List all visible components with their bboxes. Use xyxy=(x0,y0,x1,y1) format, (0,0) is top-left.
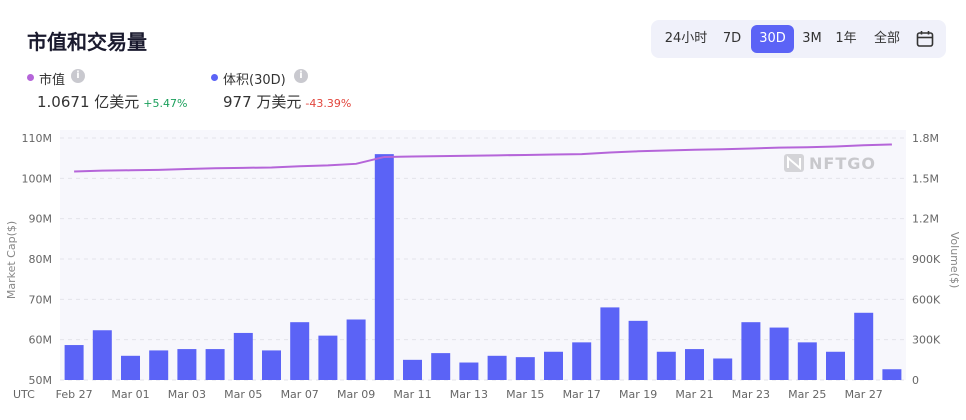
volume-bar[interactable] xyxy=(149,350,169,380)
y-left-tick-label: 50M xyxy=(29,374,53,387)
market-cap-value: 1.0671 亿美元 xyxy=(37,93,140,111)
x-tick-label: Feb 27 xyxy=(56,388,93,401)
y-left-tick-label: 110M xyxy=(22,132,53,145)
volume-bar[interactable] xyxy=(290,322,310,380)
volume-bar[interactable] xyxy=(92,330,112,380)
market-cap-value-row: 1.0671 亿美元 +5.47% xyxy=(37,91,187,112)
y-right-tick-label: 1.2M xyxy=(912,213,939,226)
y-right-axis-title: Volume($) xyxy=(948,232,961,289)
x-tick-label: Mar 27 xyxy=(845,388,883,401)
y-left-tick-label: 100M xyxy=(22,172,53,185)
x-tick-label: Mar 09 xyxy=(337,388,375,401)
x-tick-label: Mar 03 xyxy=(168,388,206,401)
y-left-tick-label: 60M xyxy=(29,334,53,347)
volume-bar[interactable] xyxy=(318,335,338,380)
x-tick-label: Mar 23 xyxy=(732,388,770,401)
volume-bar[interactable] xyxy=(346,319,366,381)
volume-change: -43.39% xyxy=(305,97,352,110)
x-tick-label: Mar 05 xyxy=(224,388,262,401)
volume-bar[interactable] xyxy=(797,342,817,380)
info-icon[interactable]: i xyxy=(294,69,308,83)
y-right-tick-label: 300K xyxy=(912,334,941,347)
y-right-tick-label: 900K xyxy=(912,253,941,266)
x-tick-label: Mar 19 xyxy=(619,388,657,401)
volume-bar[interactable] xyxy=(403,359,422,380)
y-left-axis-title: Market Cap($) xyxy=(5,221,18,299)
watermark-text: NFTGO xyxy=(809,154,876,173)
volume-bar[interactable] xyxy=(262,350,281,380)
volume-bar[interactable] xyxy=(656,351,676,380)
y-left-tick-label: 70M xyxy=(29,293,53,306)
range-all-button[interactable]: 全部 xyxy=(873,31,900,46)
x-tick-label: Mar 01 xyxy=(111,388,149,401)
y-left-tick-label: 80M xyxy=(29,253,53,266)
range-1y-button[interactable]: 1年 xyxy=(835,31,857,46)
time-range-selector: 24小时 7D 30D 3M 1年 全部 xyxy=(651,20,946,58)
volume-bar[interactable] xyxy=(121,355,140,380)
y-right-tick-label: 600K xyxy=(912,293,941,306)
x-tick-label: Mar 21 xyxy=(675,388,713,401)
legend-volume-label: 体积(30D) xyxy=(223,73,286,88)
x-tick-label: Mar 13 xyxy=(450,388,488,401)
nftgo-watermark: NFTGO xyxy=(784,154,876,173)
volume-bar[interactable] xyxy=(600,307,620,380)
x-tick-label: Mar 07 xyxy=(281,388,319,401)
chart-title: 市值和交易量 xyxy=(27,30,147,54)
market-cap-change: +5.47% xyxy=(143,97,188,110)
volume-bar[interactable] xyxy=(882,369,902,380)
x-axis-utc-label: UTC xyxy=(13,388,35,401)
volume-bar[interactable] xyxy=(713,358,733,380)
volume-bar[interactable] xyxy=(431,353,451,380)
range-30d-button[interactable]: 30D xyxy=(751,25,794,53)
volume-bar[interactable] xyxy=(685,349,704,380)
info-icon[interactable]: i xyxy=(71,69,85,83)
volume-bar[interactable] xyxy=(572,342,592,380)
calendar-icon[interactable] xyxy=(915,29,935,49)
y-right-tick-label: 1.5M xyxy=(912,172,939,185)
market-cap-line[interactable] xyxy=(74,143,892,173)
range-3m-button[interactable]: 3M xyxy=(802,31,822,46)
range-24h-button[interactable]: 24小时 xyxy=(664,31,708,46)
volume-value-row: 977 万美元 -43.39% xyxy=(223,91,351,112)
legend-market-cap-dot xyxy=(27,74,34,81)
volume-bar[interactable] xyxy=(205,349,225,380)
y-right-tick-label: 0 xyxy=(912,374,919,387)
volume-bar[interactable] xyxy=(233,332,253,380)
volume-bar[interactable] xyxy=(544,351,563,380)
x-tick-label: Mar 17 xyxy=(563,388,601,401)
volume-bar[interactable] xyxy=(177,349,197,380)
volume-bar[interactable] xyxy=(628,320,648,380)
legend-volume-dot xyxy=(211,74,218,81)
x-tick-label: Mar 25 xyxy=(788,388,826,401)
volume-bar[interactable] xyxy=(826,351,845,380)
volume-bar[interactable] xyxy=(459,362,479,380)
volume-bar[interactable] xyxy=(854,312,874,380)
volume-value: 977 万美元 xyxy=(223,93,302,111)
legend-market-cap-label: 市值 xyxy=(39,73,66,88)
plot-background xyxy=(60,130,906,380)
range-7d-button[interactable]: 7D xyxy=(722,31,742,46)
volume-bar[interactable] xyxy=(769,327,789,380)
volume-bar[interactable] xyxy=(487,355,507,380)
volume-bar[interactable] xyxy=(741,322,761,380)
volume-bar[interactable] xyxy=(515,357,535,380)
volume-bar[interactable] xyxy=(64,345,84,380)
x-tick-label: Mar 11 xyxy=(393,388,431,401)
x-tick-label: Mar 15 xyxy=(506,388,544,401)
y-left-tick-label: 90M xyxy=(29,213,53,226)
volume-bar[interactable] xyxy=(374,154,394,380)
y-right-tick-label: 1.8M xyxy=(912,132,939,145)
